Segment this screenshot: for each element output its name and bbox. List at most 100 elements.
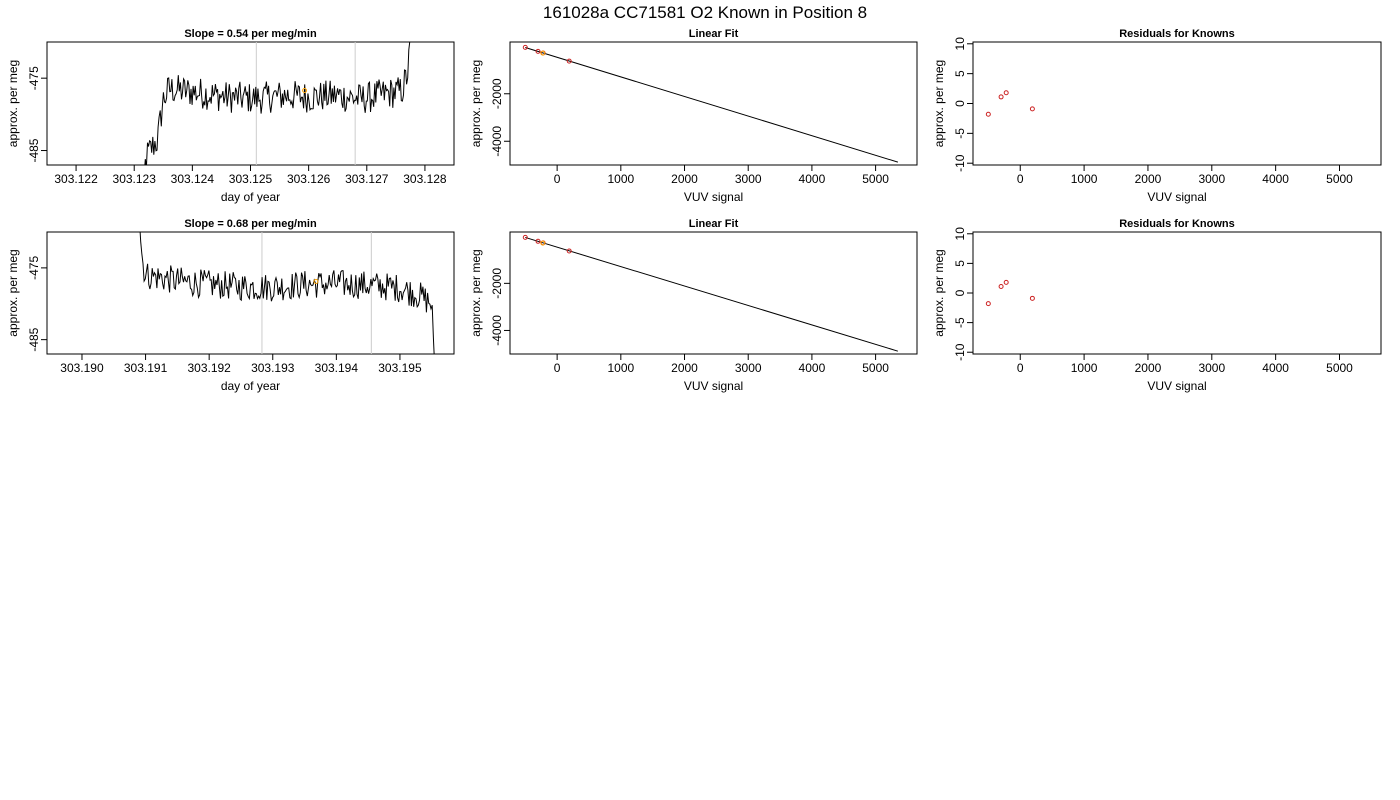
x-tick-label: 303.122 — [54, 172, 98, 186]
known-point — [535, 48, 541, 54]
series-line — [144, 42, 411, 165]
panel-fit1: Linear Fit 0 1000 2000 3000 4000 5000 -2000 -400… — [469, 28, 918, 204]
x-tick-label: 303.190 — [60, 361, 104, 375]
panel-title: Residuals for Knowns — [1119, 28, 1235, 40]
y-tick-label: -475 — [27, 66, 41, 90]
known-point — [1029, 106, 1035, 112]
x-tick-label: 2000 — [1135, 172, 1162, 186]
x-tick-label: 303.195 — [378, 361, 422, 375]
x-tick-label: 2000 — [671, 361, 698, 375]
x-tick-label: 303.125 — [229, 172, 273, 186]
x-axis-label: VUV signal — [684, 379, 743, 393]
y-axis-label: approx. per meg — [469, 249, 483, 336]
known-point — [535, 238, 541, 244]
panel-fit2: Linear Fit 0 1000 2000 3000 4000 5000 -2000 -400… — [469, 218, 918, 393]
plot-frame — [972, 231, 1382, 355]
y-tick-label: -485 — [27, 327, 41, 351]
x-tick-label: 303.191 — [124, 361, 168, 375]
known-point — [566, 248, 572, 254]
x-tick-label: 4000 — [1262, 361, 1289, 375]
x-tick-label: 303.192 — [187, 361, 231, 375]
x-tick-label: 2000 — [671, 172, 698, 186]
known-point — [985, 301, 991, 307]
sample-point — [302, 87, 308, 93]
series-line — [139, 232, 435, 354]
x-axis-label: VUV signal — [1147, 190, 1206, 204]
x-tick-label: 3000 — [1198, 172, 1225, 186]
y-tick-label: 10 — [953, 227, 967, 241]
x-tick-label: 303.123 — [113, 172, 157, 186]
plot-area — [144, 42, 411, 165]
x-tick-label: 2000 — [1135, 361, 1162, 375]
sample-point — [540, 240, 546, 246]
panels: Slope = 0.54 per meg/min 303.122 303.123 30… — [6, 28, 1382, 393]
panel-title: Residuals for Knowns — [1119, 218, 1235, 230]
x-tick-label: 303.127 — [345, 172, 389, 186]
x-tick-label: 303.124 — [171, 172, 215, 186]
x-tick-label: 4000 — [1262, 172, 1289, 186]
y-tick-label: -475 — [27, 256, 41, 280]
x-tick-label: 0 — [554, 361, 561, 375]
x-tick-label: 5000 — [862, 361, 889, 375]
x-tick-label: 1000 — [1071, 361, 1098, 375]
panel-resid2: Residuals for Knowns 0 1000 2000 3000 4000 500… — [932, 218, 1382, 393]
x-tick-label: 3000 — [735, 361, 762, 375]
x-tick-label: 4000 — [799, 172, 826, 186]
y-tick-label: 10 — [953, 37, 967, 51]
plot-area — [522, 44, 899, 163]
plot-area — [522, 234, 899, 352]
y-tick-label: -10 — [953, 154, 967, 172]
x-tick-label: 303.126 — [287, 172, 331, 186]
plot-frame — [509, 231, 918, 355]
figure-title: 161028a CC71581 O2 Known in Position 8 — [543, 3, 867, 22]
x-tick-label: 0 — [1017, 361, 1024, 375]
plot-area — [139, 232, 435, 354]
known-point — [1003, 279, 1009, 285]
x-tick-label: 5000 — [1326, 361, 1353, 375]
panel-title: Slope = 0.68 per meg/min — [184, 218, 317, 230]
y-tick-label: -485 — [27, 138, 41, 162]
plot-frame — [509, 41, 918, 166]
y-tick-label: -4000 — [490, 126, 504, 157]
panel-time2: Slope = 0.68 per meg/min 303.190 303.191 30… — [6, 218, 455, 393]
y-tick-label: 0 — [953, 100, 967, 107]
x-tick-label: 303.128 — [403, 172, 447, 186]
fit-line — [525, 236, 899, 352]
x-axis-label: VUV signal — [684, 190, 743, 204]
known-point — [985, 111, 991, 117]
x-tick-label: 5000 — [862, 172, 889, 186]
y-tick-label: -4000 — [490, 315, 504, 346]
y-tick-label: -2000 — [490, 78, 504, 109]
y-axis-label: approx. per meg — [6, 249, 20, 336]
plot-frame — [972, 41, 1382, 166]
y-tick-label: -5 — [953, 128, 967, 139]
x-tick-label: 0 — [554, 172, 561, 186]
y-axis-label: approx. per meg — [932, 60, 946, 147]
fit-line — [525, 46, 899, 163]
known-point — [522, 44, 528, 50]
x-axis-label: VUV signal — [1147, 379, 1206, 393]
x-tick-label: 303.194 — [315, 361, 359, 375]
known-point — [566, 58, 572, 64]
y-axis-label: approx. per meg — [932, 249, 946, 336]
known-point — [1003, 90, 1009, 96]
panel-title: Linear Fit — [689, 28, 739, 40]
y-tick-label: 5 — [953, 70, 967, 77]
known-point — [998, 283, 1004, 289]
known-point — [998, 94, 1004, 100]
plot-area — [985, 279, 1035, 307]
y-tick-label: 5 — [953, 260, 967, 267]
y-axis-label: approx. per meg — [469, 60, 483, 147]
y-axis-label: approx. per meg — [6, 60, 20, 147]
x-tick-label: 0 — [1017, 172, 1024, 186]
panel-title: Linear Fit — [689, 218, 739, 230]
panel-title: Slope = 0.54 per meg/min — [184, 28, 317, 40]
plot-area — [985, 90, 1035, 117]
y-tick-label: -2000 — [490, 268, 504, 299]
x-tick-label: 1000 — [607, 361, 634, 375]
x-tick-label: 1000 — [607, 172, 634, 186]
x-tick-label: 3000 — [735, 172, 762, 186]
y-tick-label: 0 — [953, 289, 967, 296]
known-point — [522, 234, 528, 240]
